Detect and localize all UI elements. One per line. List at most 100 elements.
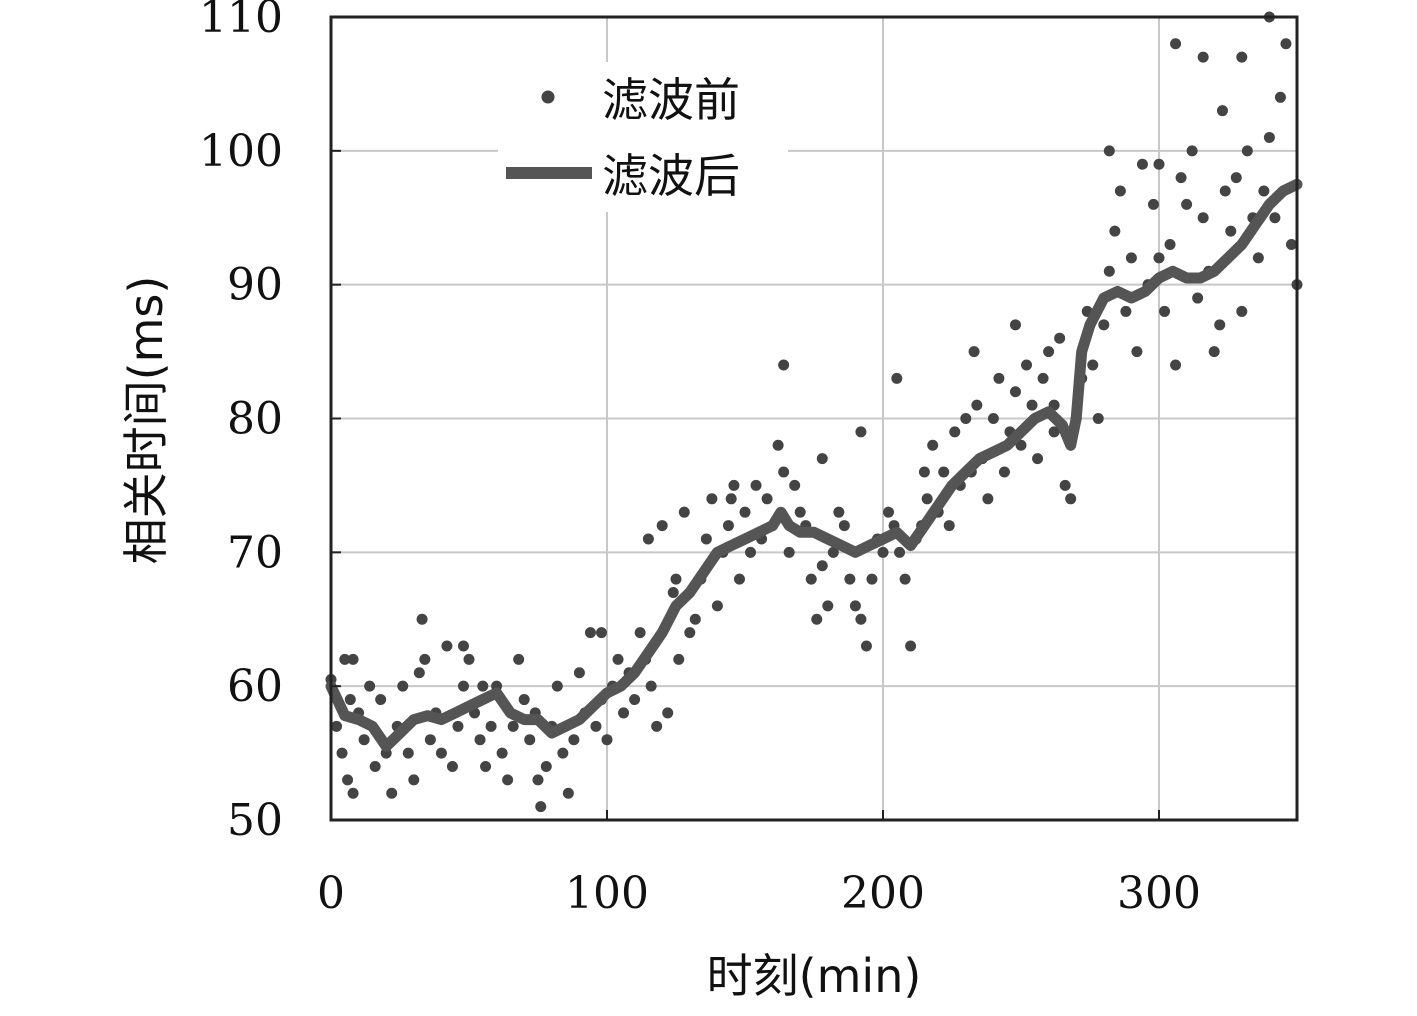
scatter-point bbox=[1032, 453, 1044, 465]
legend-marker-before bbox=[541, 90, 555, 104]
scatter-point bbox=[1114, 185, 1126, 197]
scatter-point bbox=[855, 426, 867, 438]
scatter-point bbox=[518, 694, 530, 706]
scatter-point bbox=[1092, 413, 1104, 424]
scatter-point bbox=[1153, 158, 1165, 170]
scatter-point bbox=[750, 479, 762, 491]
scatter-point bbox=[670, 573, 682, 585]
scatter-point bbox=[816, 560, 828, 572]
scatter-point bbox=[706, 493, 718, 505]
x-axis-label: 时刻(min) bbox=[707, 949, 922, 1003]
scatter-point bbox=[1125, 252, 1137, 264]
scatter-point bbox=[844, 573, 856, 585]
scatter-point bbox=[339, 653, 351, 665]
scatter-point bbox=[794, 506, 806, 518]
scatter-point bbox=[849, 600, 861, 612]
scatter-point bbox=[833, 506, 845, 518]
scatter-point bbox=[656, 520, 668, 532]
scatter-point bbox=[982, 493, 994, 505]
scatter-point bbox=[778, 466, 790, 478]
scatter-point bbox=[761, 493, 773, 505]
scatter-point bbox=[899, 573, 911, 585]
scatter-point bbox=[1258, 185, 1270, 197]
scatter-point bbox=[573, 667, 585, 679]
legend-label-after: 滤波后 bbox=[602, 149, 740, 203]
scatter-point bbox=[673, 653, 685, 665]
scatter-point bbox=[1252, 252, 1264, 264]
scatter-point bbox=[1147, 198, 1159, 210]
scatter-point bbox=[629, 694, 641, 706]
scatter-point bbox=[347, 787, 359, 799]
scatter-point bbox=[1136, 158, 1148, 170]
scatter-point bbox=[457, 680, 469, 692]
y-tick-label: 60 bbox=[227, 661, 283, 712]
scatter-point bbox=[1037, 372, 1049, 384]
scatter-point bbox=[651, 720, 663, 732]
scatter-point bbox=[789, 479, 801, 491]
scatter-point bbox=[891, 372, 903, 384]
scatter-point bbox=[408, 774, 420, 786]
scatter-point bbox=[562, 787, 574, 799]
scatter-point bbox=[811, 613, 823, 625]
scatter-point bbox=[866, 573, 878, 585]
scatter-point bbox=[446, 760, 458, 772]
scatter-point bbox=[860, 640, 872, 652]
scatter-point bbox=[684, 627, 696, 639]
x-tick-label: 0 bbox=[317, 868, 345, 919]
scatter-point bbox=[943, 520, 955, 532]
scatter-point bbox=[452, 720, 464, 732]
scatter-point bbox=[331, 720, 343, 732]
scatter-point bbox=[435, 747, 447, 759]
scatter-point bbox=[557, 747, 569, 759]
scatter-point bbox=[485, 720, 497, 732]
scatter-point bbox=[344, 694, 356, 706]
scatter-point bbox=[883, 506, 895, 518]
scatter-point bbox=[618, 707, 630, 719]
scatter-point bbox=[1280, 38, 1292, 50]
scatter-point bbox=[1208, 346, 1220, 358]
scatter-point bbox=[805, 573, 817, 585]
scatter-point bbox=[480, 760, 492, 772]
scatter-point bbox=[1103, 265, 1115, 277]
y-tick-label: 50 bbox=[227, 795, 283, 846]
scatter-point bbox=[413, 667, 425, 679]
scatter-point bbox=[364, 680, 376, 692]
scatter-point bbox=[496, 747, 508, 759]
scatter-point bbox=[441, 640, 453, 652]
scatter-point bbox=[1103, 145, 1115, 157]
scatter-point bbox=[894, 546, 906, 558]
scatter-point bbox=[1197, 51, 1209, 63]
scatter-point bbox=[502, 774, 514, 786]
scatter-point bbox=[634, 627, 646, 639]
scatter-point bbox=[402, 747, 414, 759]
scatter-point bbox=[971, 399, 983, 411]
scatter-point bbox=[369, 760, 381, 772]
scatter-point bbox=[532, 774, 544, 786]
scatter-point bbox=[960, 413, 972, 424]
scatter-point bbox=[645, 680, 657, 692]
scatter-point bbox=[1230, 172, 1242, 184]
scatter-point bbox=[822, 600, 834, 612]
scatter-point bbox=[678, 506, 690, 518]
scatter-point bbox=[1048, 426, 1060, 438]
scatter-point bbox=[336, 747, 348, 759]
filtered-line bbox=[325, 178, 1303, 752]
scatter-point bbox=[1164, 239, 1176, 251]
scatter-point bbox=[1285, 239, 1297, 251]
scatter-point bbox=[1065, 493, 1077, 505]
scatter-point bbox=[927, 439, 939, 451]
x-tick-label: 300 bbox=[1117, 868, 1201, 919]
scatter-point bbox=[1216, 105, 1228, 117]
scatter-point bbox=[1009, 319, 1021, 331]
scatter-point bbox=[535, 801, 547, 813]
scatter-point bbox=[739, 506, 751, 518]
legend-background bbox=[498, 62, 788, 212]
scatter-point bbox=[905, 640, 917, 652]
y-axis-label: 相关时间(ms) bbox=[119, 276, 173, 565]
scatter-point bbox=[1225, 225, 1237, 237]
scatter-point bbox=[1269, 212, 1281, 224]
scatter-point bbox=[1153, 252, 1165, 264]
scatter-point bbox=[689, 613, 701, 625]
scatter-point bbox=[513, 653, 525, 665]
